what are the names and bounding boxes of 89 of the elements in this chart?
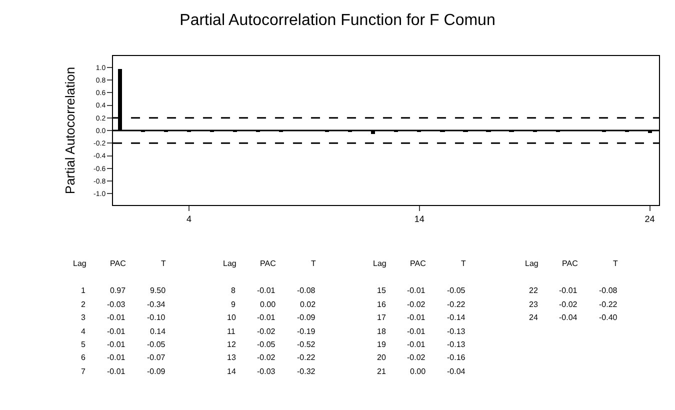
text: -0.01 — [257, 286, 276, 295]
x-tick-label: 24 — [644, 214, 655, 224]
text: 9.50 — [150, 286, 166, 295]
text: 24 — [529, 313, 538, 322]
text: -0.01 — [407, 327, 426, 336]
text: 19 — [377, 340, 386, 349]
x-tick-label: 14 — [414, 214, 424, 224]
text: PAC — [410, 259, 426, 268]
text: -0.19 — [297, 327, 316, 336]
text: -0.52 — [297, 340, 316, 349]
text: -0.03 — [107, 300, 126, 309]
text: -0.08 — [297, 286, 316, 295]
text: -0.02 — [257, 327, 276, 336]
text: 8 — [231, 286, 236, 295]
y-axis-title: Partial Autocorrelation — [62, 66, 78, 194]
text: PAC — [260, 259, 276, 268]
text: 17 — [377, 313, 386, 322]
text: -0.22 — [447, 300, 466, 309]
text: 18 — [377, 327, 386, 336]
text: T — [311, 259, 316, 268]
text: 0.00 — [260, 300, 276, 309]
text: 9 — [231, 300, 236, 309]
text: T — [161, 259, 166, 268]
text: -0.22 — [599, 300, 618, 309]
text: PAC — [562, 259, 578, 268]
text: 16 — [377, 300, 386, 309]
x-tick-label: 4 — [186, 214, 192, 224]
text: -0.01 — [407, 340, 426, 349]
text: -0.01 — [257, 313, 276, 322]
text: -0.10 — [147, 313, 166, 322]
text: T — [461, 259, 466, 268]
text: -0.01 — [107, 340, 126, 349]
text: 6 — [81, 353, 86, 362]
text: 14 — [227, 367, 236, 376]
text: 0.02 — [300, 300, 316, 309]
text: -0.01 — [407, 313, 426, 322]
text: Lag — [223, 259, 236, 268]
text: 22 — [529, 286, 538, 295]
text: 0.97 — [110, 286, 126, 295]
text: Lag — [373, 259, 386, 268]
text: -0.01 — [107, 313, 126, 322]
text: 0.14 — [150, 327, 166, 336]
text: 11 — [227, 327, 236, 336]
text: PAC — [110, 259, 126, 268]
text: -0.02 — [257, 353, 276, 362]
text: -0.40 — [599, 313, 618, 322]
text: 13 — [227, 353, 236, 362]
text: -0.05 — [147, 340, 166, 349]
text: -0.05 — [447, 286, 466, 295]
text: -0.01 — [559, 286, 578, 295]
text: Lag — [73, 259, 86, 268]
chart-title: Partial Autocorrelation Function for F Comun — [180, 12, 496, 30]
text: 0.00 — [410, 367, 426, 376]
text: -0.01 — [107, 353, 126, 362]
text: -0.16 — [447, 353, 466, 362]
text: -0.13 — [447, 327, 466, 336]
text: -0.01 — [107, 367, 126, 376]
text: -0.05 — [257, 340, 276, 349]
text: -0.04 — [559, 313, 578, 322]
text: -0.01 — [107, 327, 126, 336]
text: -0.09 — [147, 367, 166, 376]
text: -0.02 — [407, 300, 426, 309]
text: 3 — [81, 313, 86, 322]
text: 4 — [81, 327, 86, 336]
text: -0.32 — [297, 367, 316, 376]
text: -0.34 — [147, 300, 166, 309]
text: 20 — [377, 353, 386, 362]
text: 7 — [81, 367, 86, 376]
text: Lag — [525, 259, 538, 268]
text: 23 — [529, 300, 538, 309]
text: -0.02 — [407, 353, 426, 362]
text: -0.22 — [297, 353, 316, 362]
text: 10 — [227, 313, 236, 322]
text: 15 — [377, 286, 386, 295]
text: -0.04 — [447, 367, 466, 376]
text: 5 — [81, 340, 86, 349]
text: 2 — [81, 300, 86, 309]
text: -0.09 — [297, 313, 316, 322]
text: T — [613, 259, 618, 268]
text: 1 — [81, 286, 86, 295]
text: -0.08 — [599, 286, 618, 295]
text: -0.14 — [447, 313, 466, 322]
text: -0.01 — [407, 286, 426, 295]
text: 12 — [227, 340, 236, 349]
text: -0.13 — [447, 340, 466, 349]
text: -0.03 — [257, 367, 276, 376]
text: -0.07 — [147, 353, 166, 362]
text: 21 — [377, 367, 386, 376]
text: -0.02 — [559, 300, 578, 309]
